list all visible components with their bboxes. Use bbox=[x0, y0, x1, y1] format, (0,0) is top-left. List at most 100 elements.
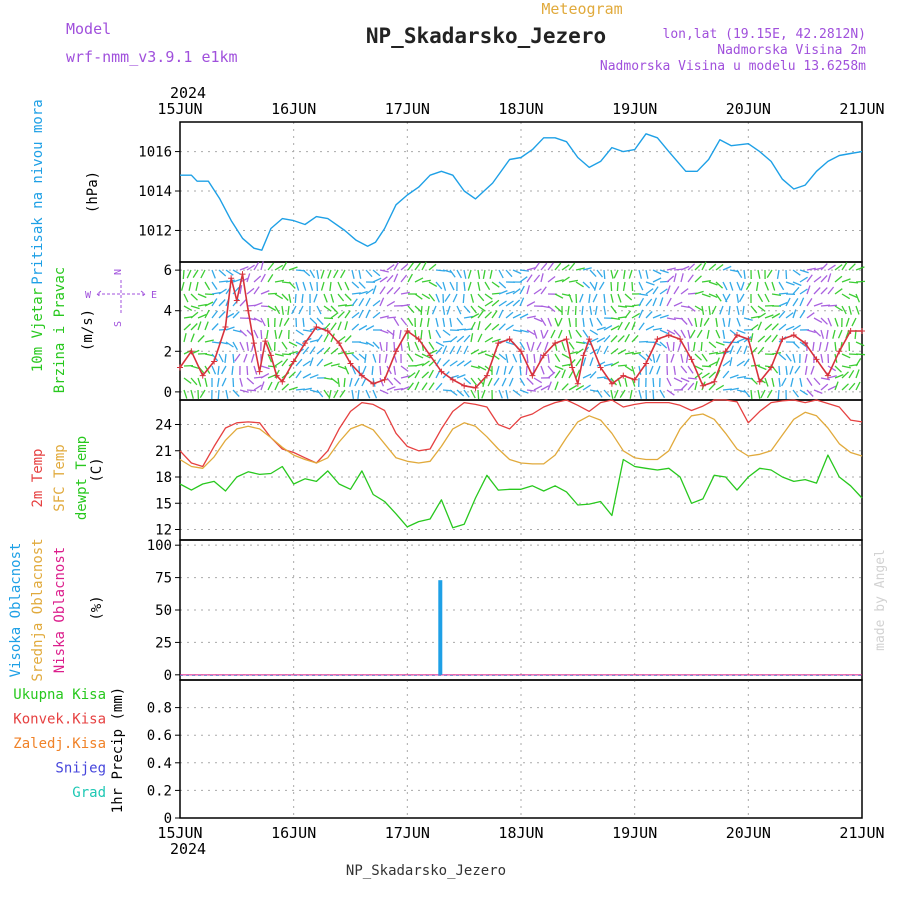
x-tick-label-top: 15JUN bbox=[157, 100, 202, 118]
wind-barb bbox=[766, 389, 773, 399]
wind-barb bbox=[379, 341, 383, 351]
wind-barb bbox=[463, 360, 472, 367]
wind-barb bbox=[757, 389, 761, 399]
wind-barb bbox=[575, 348, 584, 355]
wind-barb bbox=[328, 389, 332, 399]
wind-barb bbox=[666, 275, 675, 283]
wind-barb bbox=[358, 341, 368, 345]
wind-barb bbox=[442, 359, 450, 367]
wind-barb bbox=[813, 287, 821, 295]
wind-barb bbox=[834, 341, 837, 351]
wind-barb bbox=[820, 353, 824, 363]
wind-barb bbox=[813, 329, 822, 337]
wind-barb bbox=[837, 329, 843, 339]
wind-barb bbox=[456, 317, 464, 326]
wind-barb bbox=[596, 269, 604, 278]
x-tick-label-bottom: 20JUN bbox=[726, 824, 771, 842]
wind-barb bbox=[579, 293, 584, 303]
wind-barb bbox=[736, 281, 742, 291]
wind-barb bbox=[265, 329, 269, 340]
wind-barb bbox=[554, 353, 561, 363]
wind-barb bbox=[813, 377, 821, 386]
wind-barb bbox=[794, 365, 801, 374]
wind-barb bbox=[855, 293, 861, 303]
wind-barb bbox=[386, 386, 396, 391]
wind-barb bbox=[629, 389, 633, 399]
wind-barb bbox=[400, 317, 408, 326]
wind-barb bbox=[444, 293, 451, 302]
wind-barb bbox=[302, 360, 311, 367]
wind-barb bbox=[477, 269, 481, 280]
wind-barb bbox=[323, 322, 331, 331]
wind-barb bbox=[243, 353, 248, 363]
wind-barb bbox=[722, 388, 732, 391]
wind-barb bbox=[715, 329, 721, 339]
wind-barb bbox=[477, 321, 481, 331]
wind-barb bbox=[231, 365, 234, 375]
wind-barb bbox=[624, 293, 633, 301]
wind-barb bbox=[799, 389, 808, 396]
wind-barb bbox=[696, 329, 703, 339]
wind-barb bbox=[351, 281, 360, 289]
wind-barb bbox=[218, 299, 226, 307]
wind-barb bbox=[554, 365, 564, 371]
wind-speed-marker bbox=[745, 336, 752, 343]
wind-barb bbox=[463, 389, 470, 398]
wind-barb bbox=[575, 329, 582, 338]
wind-barb bbox=[638, 322, 645, 331]
wind-barb bbox=[708, 351, 719, 355]
wind-barb bbox=[414, 305, 423, 313]
temp-line-dewpoint bbox=[179, 454, 863, 529]
wind-barb bbox=[246, 341, 249, 351]
y-tick-label: 4 bbox=[164, 304, 172, 320]
wind-barb bbox=[616, 281, 619, 292]
wind-barb bbox=[848, 281, 859, 284]
wind-barb bbox=[211, 365, 217, 375]
wind-barb bbox=[550, 329, 556, 339]
wind-speed-marker bbox=[631, 376, 638, 383]
wind-barb bbox=[505, 389, 509, 399]
wind-barb bbox=[554, 279, 564, 283]
wind-barb bbox=[218, 280, 228, 283]
wind-barb bbox=[680, 317, 688, 325]
wind-barb bbox=[547, 262, 554, 271]
wind-barb bbox=[365, 389, 371, 399]
wind-barb bbox=[582, 281, 591, 289]
wind-barb bbox=[435, 281, 443, 290]
wind-barb bbox=[624, 310, 632, 319]
wind-barb bbox=[393, 273, 399, 283]
wind-barb bbox=[274, 305, 281, 315]
wind-barb bbox=[508, 377, 514, 387]
wind-barb bbox=[841, 353, 851, 359]
wind-barb bbox=[195, 281, 199, 291]
wind-barb bbox=[456, 345, 462, 355]
wind-barb bbox=[694, 381, 698, 391]
wind-barb bbox=[239, 266, 249, 271]
wind-barb bbox=[804, 365, 808, 376]
wind-barb bbox=[309, 357, 314, 367]
wind-barb bbox=[463, 334, 471, 343]
wind-speed-marker bbox=[233, 297, 240, 304]
x-tick-label-top: 16JUN bbox=[271, 100, 316, 118]
wind-barb bbox=[372, 277, 382, 283]
wind-barb bbox=[253, 329, 259, 339]
wind-barb bbox=[526, 353, 529, 364]
wind-barb bbox=[533, 274, 541, 283]
wind-barb bbox=[757, 321, 763, 331]
wind-barb bbox=[711, 305, 717, 315]
wind-barb bbox=[785, 325, 795, 331]
wind-speed-marker bbox=[358, 372, 365, 379]
wind-barb bbox=[652, 286, 659, 295]
wind-barb bbox=[827, 273, 832, 283]
wind-barb bbox=[435, 341, 445, 347]
wind-barb bbox=[561, 369, 566, 379]
wind-barb bbox=[790, 377, 794, 387]
wind-barb bbox=[358, 269, 362, 279]
wind-barb bbox=[351, 298, 358, 307]
wind-barb bbox=[183, 323, 192, 331]
wind-barb bbox=[267, 305, 277, 312]
wind-barb bbox=[211, 281, 218, 290]
wind-barb bbox=[771, 334, 778, 343]
wind-barb bbox=[493, 377, 500, 386]
wind-barb bbox=[598, 281, 605, 291]
